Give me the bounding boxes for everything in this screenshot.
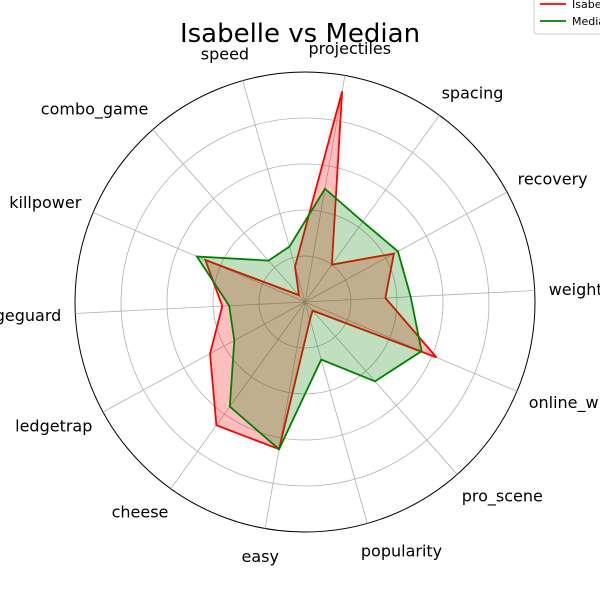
legend-label-median: Median <box>572 15 600 28</box>
axis-spoke <box>304 301 368 524</box>
legend: Isabelle Median <box>533 0 600 35</box>
legend-box <box>533 0 600 35</box>
legend-label-isabelle: Isabelle <box>572 0 600 11</box>
axis-label-edgeguard: edgeguard <box>0 306 61 325</box>
axis-spoke <box>102 301 306 413</box>
axis-label-recovery: recovery <box>518 170 588 189</box>
outer-ring <box>74 71 536 533</box>
axis-spoke <box>264 301 306 529</box>
axis-spoke <box>304 301 518 392</box>
grid-ring <box>120 117 490 487</box>
axis-spoke <box>152 129 306 303</box>
axis-label-projectiles: projectiles <box>308 39 391 58</box>
axis-label-ledgetrap: ledgetrap <box>15 416 92 435</box>
axis-label-weight: weight <box>549 280 600 299</box>
axis-spoke <box>75 301 306 314</box>
axis-spoke <box>304 290 535 303</box>
axis-label-speed: speed <box>201 45 249 64</box>
axis-label-popularity: popularity <box>361 541 442 560</box>
axis-spoke <box>304 301 458 475</box>
axis-label-online-winrate: online_winrate <box>529 393 600 413</box>
axis-labels: projectiles spacing recovery weight online_w… <box>0 39 600 566</box>
series-median-area <box>195 187 423 451</box>
axis-spoke <box>304 191 508 303</box>
axis-label-pro-scene: pro_scene <box>462 486 543 506</box>
axis-spoke <box>170 301 306 489</box>
axis-spoke <box>304 115 440 303</box>
series-layer <box>195 91 438 451</box>
axis-label-spacing: spacing <box>442 84 504 103</box>
grid-ring <box>258 255 352 349</box>
chart-title: Isabelle vs Median <box>180 19 420 49</box>
axis-label-killpower: killpower <box>9 193 81 212</box>
axis-label-cheese: cheese <box>112 503 169 522</box>
grid-ring <box>166 163 444 441</box>
axis-label-combo-game: combo_game <box>41 100 149 120</box>
axis-label-easy: easy <box>241 547 278 566</box>
